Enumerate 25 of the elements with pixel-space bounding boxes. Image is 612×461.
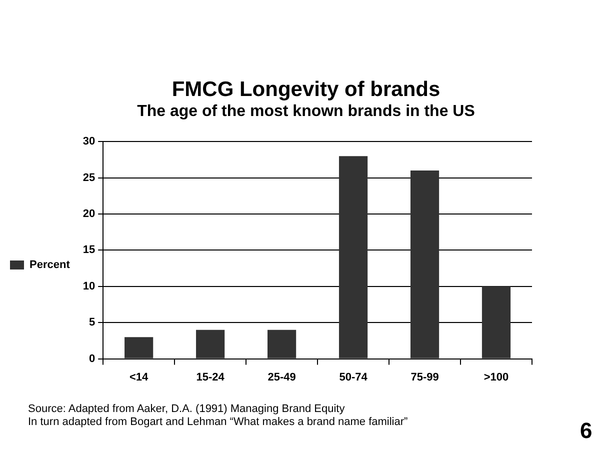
legend-label: Percent	[30, 259, 70, 272]
bar	[410, 170, 440, 358]
bar	[196, 330, 225, 358]
y-tick-label: 30	[82, 136, 96, 148]
y-tick-label: 0	[88, 352, 96, 365]
bar	[338, 156, 368, 358]
x-tick-label: 15-24	[196, 371, 226, 384]
y-tick-label: 15	[82, 244, 96, 256]
y-tick-label: 5	[88, 316, 96, 329]
y-tick-label: 25	[82, 172, 96, 184]
source-note: Source: Adapted from Aaker, D.A. (1991) Managing Brand Equity	[28, 403, 345, 415]
x-tick-label: 50-74	[339, 371, 368, 384]
bar	[124, 337, 154, 358]
x-tick-label: 25-49	[268, 371, 296, 384]
x-tick-label: <14	[129, 371, 150, 384]
text: 6	[580, 418, 592, 444]
bar	[268, 330, 296, 358]
y-tick-label: 10	[82, 280, 96, 292]
x-tick-label: 75-99	[410, 371, 439, 384]
bar	[482, 286, 511, 358]
chart-subtitle: The age of the most known brands in the US	[136, 103, 476, 121]
chart-title: FMCG Longevity of brands	[170, 78, 442, 102]
x-tick-label: >100	[484, 371, 509, 384]
y-tick-label: 20	[82, 208, 96, 220]
text: In turn adapted from Bogart and Lehman “What makes a brand name familiar”	[28, 416, 408, 428]
